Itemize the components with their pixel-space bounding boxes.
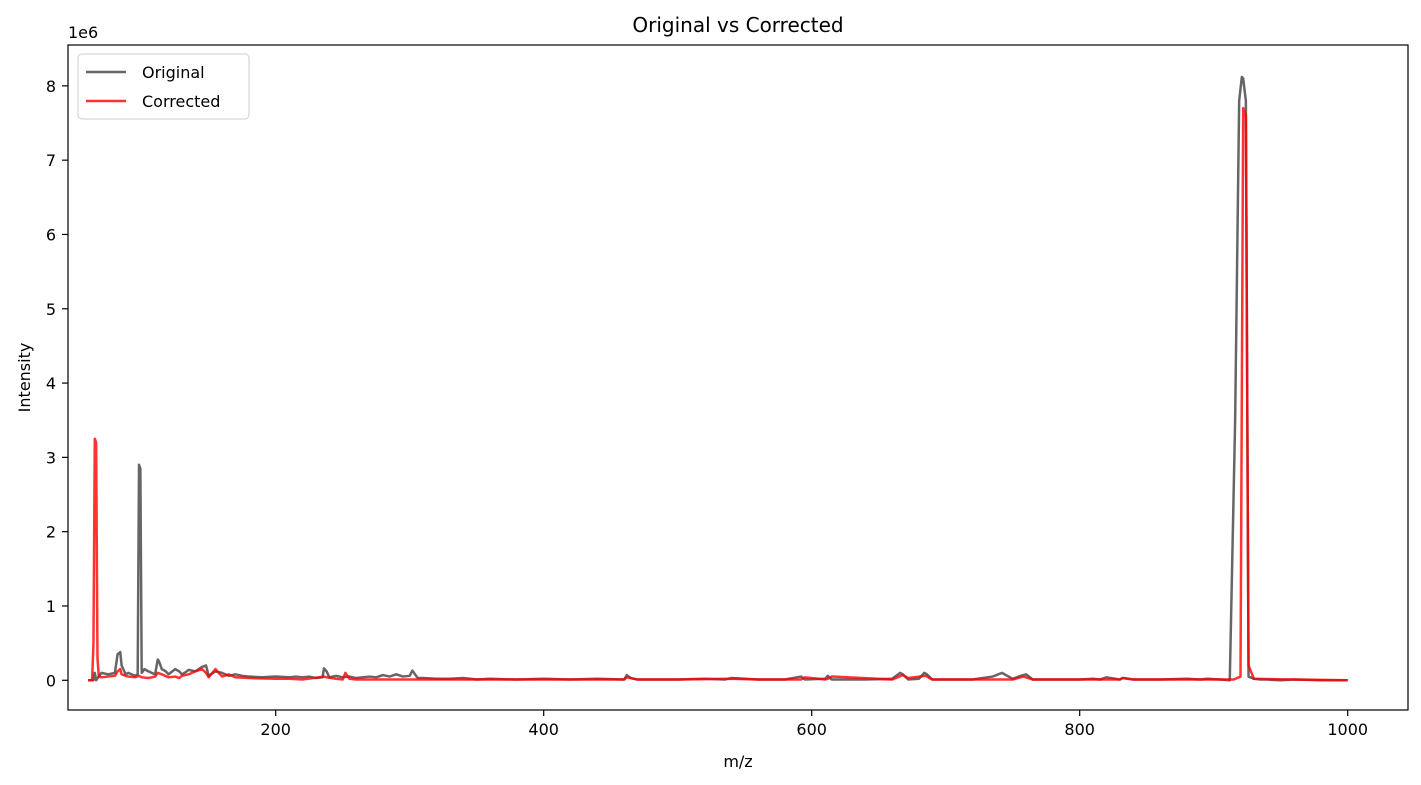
y-tick-label: 7 [46,151,56,170]
legend-label-original: Original [142,63,205,82]
legend: Original Corrected [77,53,250,120]
y-tick-label: 2 [46,523,56,542]
y-tick-label: 5 [46,300,56,319]
plot-area [68,45,1408,710]
x-tick-label: 800 [1064,720,1095,739]
legend-box [77,53,250,120]
series-layer [88,75,1348,682]
series-line-corrected [88,106,1348,682]
x-tick-label: 600 [796,720,827,739]
y-tick-label: 6 [46,225,56,244]
y-offset-label: 1e6 [68,23,98,42]
y-tick-label: 1 [46,597,56,616]
x-tick-label: 1000 [1327,720,1368,739]
y-tick-label: 3 [46,448,56,467]
y-axis-label: Intensity [15,343,34,413]
y-tick-label: 0 [46,671,56,690]
plot-background [68,45,1408,710]
x-tick-label: 200 [260,720,291,739]
axes-layer: 200 400 600 800 1000 0 1 2 3 4 5 6 7 8 [46,44,1409,739]
chart-title: Original vs Corrected [632,13,843,37]
y-tick-label: 4 [46,374,56,393]
axes-frame [67,44,1409,711]
x-tick-label: 400 [528,720,559,739]
x-axis-label: m/z [723,752,752,771]
legend-label-corrected: Corrected [142,92,220,111]
y-tick-label: 8 [46,77,56,96]
